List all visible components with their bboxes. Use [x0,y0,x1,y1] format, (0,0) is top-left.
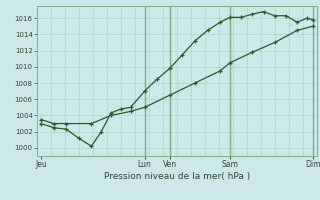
X-axis label: Pression niveau de la mer( hPa ): Pression niveau de la mer( hPa ) [104,172,250,181]
